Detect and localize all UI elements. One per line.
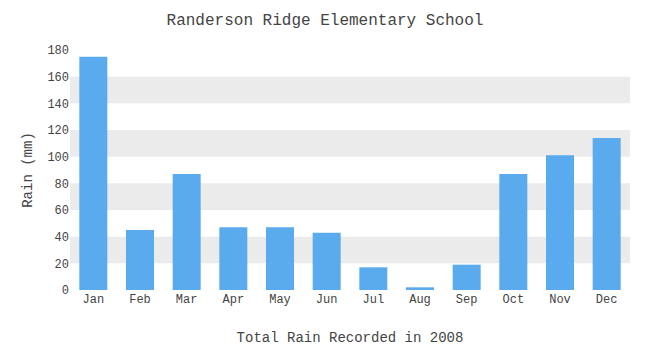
svg-text:Jan: Jan: [83, 293, 105, 307]
svg-text:40: 40: [55, 231, 69, 245]
svg-text:May: May: [269, 293, 291, 307]
svg-text:Feb: Feb: [129, 293, 151, 307]
svg-text:Dec: Dec: [596, 293, 618, 307]
svg-text:140: 140: [47, 98, 69, 112]
svg-text:Nov: Nov: [549, 293, 571, 307]
svg-text:80: 80: [55, 178, 69, 192]
svg-text:Apr: Apr: [223, 293, 245, 307]
svg-text:180: 180: [47, 44, 69, 58]
svg-text:Mar: Mar: [176, 293, 198, 307]
svg-text:0: 0: [62, 284, 69, 298]
svg-text:Total Rain Recorded in 2008: Total Rain Recorded in 2008: [237, 330, 464, 346]
svg-text:120: 120: [47, 124, 69, 138]
svg-text:100: 100: [47, 151, 69, 165]
svg-text:Jun: Jun: [316, 293, 338, 307]
svg-text:Sep: Sep: [456, 293, 478, 307]
svg-text:60: 60: [55, 204, 69, 218]
svg-text:Aug: Aug: [409, 293, 431, 307]
svg-text:20: 20: [55, 258, 69, 272]
svg-text:Oct: Oct: [503, 293, 525, 307]
svg-text:Rain (mm): Rain (mm): [20, 132, 36, 208]
svg-text:Jul: Jul: [363, 293, 385, 307]
svg-text:160: 160: [47, 71, 69, 85]
svg-text:Randerson Ridge Elementary Sch: Randerson Ridge Elementary School: [167, 12, 484, 30]
